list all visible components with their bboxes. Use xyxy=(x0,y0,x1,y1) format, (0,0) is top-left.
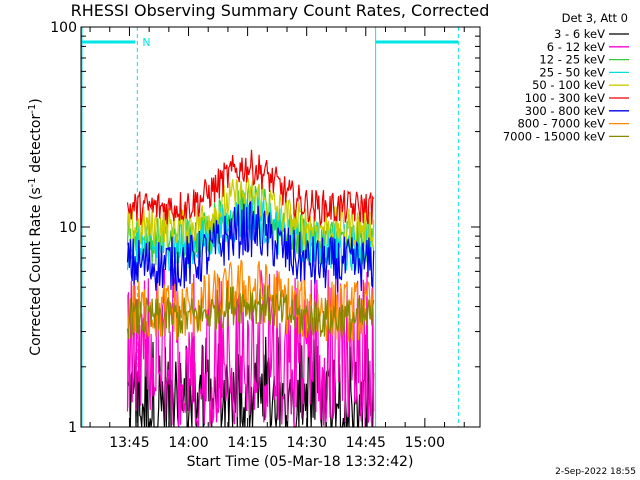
x-axis: 13:45 14:00 14:15 14:30 14:45 15:00 xyxy=(89,27,465,451)
x-axis-label: Start Time (05-Mar-18 13:32:42) xyxy=(187,454,414,470)
chart-title: RHESSI Observing Summary Count Rates, Co… xyxy=(71,1,490,20)
legend-label: 6 - 12 keV xyxy=(547,40,605,54)
x-tick-label: 14:00 xyxy=(168,435,208,451)
x-tick-label: 13:45 xyxy=(109,435,149,451)
legend-label: 100 - 300 keV xyxy=(525,91,605,105)
y-tick-label: 1 xyxy=(68,420,77,436)
x-tick-label: 14:45 xyxy=(346,435,386,451)
y-axis: 1 10 100 xyxy=(50,20,480,436)
legend-label: 12 - 25 keV xyxy=(539,53,605,67)
series-layer xyxy=(126,149,375,428)
y-axis-label: Corrected Count Rate (s-1 detector-1) xyxy=(27,98,44,355)
legend-label: 50 - 100 keV xyxy=(532,78,605,92)
flag-lines: N xyxy=(81,27,459,427)
series-line xyxy=(126,265,375,428)
series-line xyxy=(126,200,375,293)
y-tick-label: 10 xyxy=(59,220,77,236)
x-tick-label: 14:30 xyxy=(287,435,327,451)
y-tick-label: 100 xyxy=(50,20,77,36)
legend-label: 7000 - 15000 keV xyxy=(503,129,605,143)
series-line xyxy=(126,285,375,339)
flag-label: N xyxy=(142,36,150,49)
x-tick-label: 15:00 xyxy=(405,435,445,451)
x-tick-label: 14:15 xyxy=(227,435,267,451)
legend-header: Det 3, Att 0 xyxy=(562,11,628,25)
legend-label: 300 - 800 keV xyxy=(525,104,605,118)
legend-label: 3 - 6 keV xyxy=(554,27,605,41)
legend-label: 25 - 50 keV xyxy=(539,65,605,79)
legend-label: 800 - 7000 keV xyxy=(517,117,605,131)
timestamp: 2-Sep-2022 18:55 xyxy=(555,467,636,477)
series-line xyxy=(126,149,375,227)
